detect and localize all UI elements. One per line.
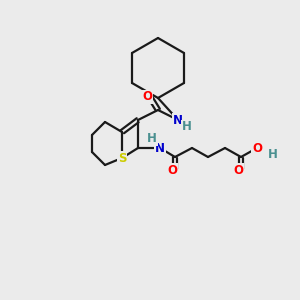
Text: S: S <box>118 152 126 164</box>
Text: O: O <box>142 91 152 103</box>
Text: H: H <box>268 148 278 161</box>
Text: O: O <box>252 142 262 154</box>
Text: N: N <box>155 142 165 154</box>
Text: H: H <box>147 133 157 146</box>
Text: O: O <box>167 164 177 176</box>
Text: N: N <box>173 113 183 127</box>
Text: H: H <box>182 121 192 134</box>
Text: O: O <box>233 164 243 176</box>
